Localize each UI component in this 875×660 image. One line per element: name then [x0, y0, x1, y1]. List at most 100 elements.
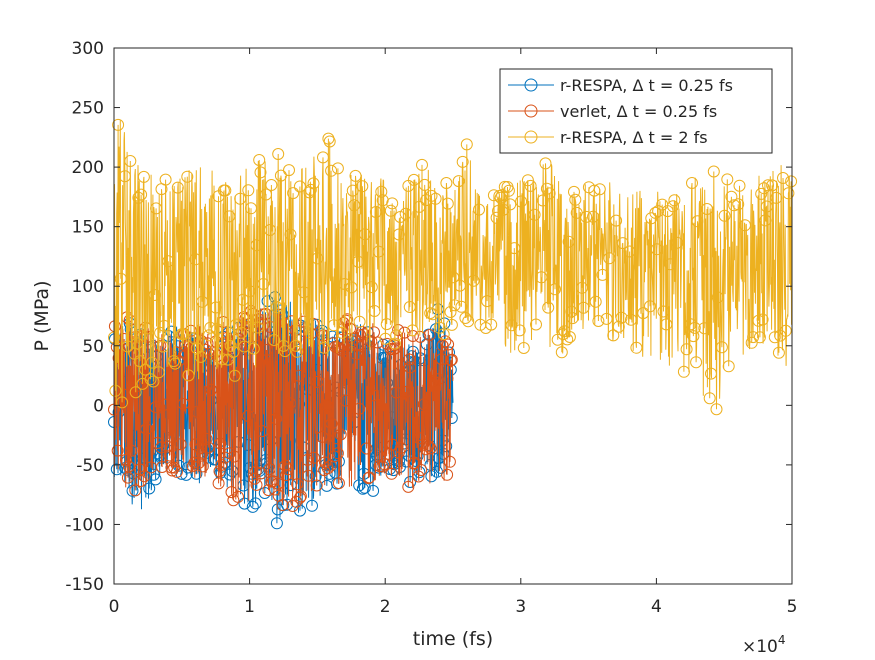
data-point-marker	[180, 468, 193, 481]
data-point-marker	[536, 194, 549, 207]
data-point-marker	[174, 438, 187, 451]
data-point-marker	[196, 460, 209, 473]
data-point-marker	[111, 444, 124, 457]
data-point-marker	[215, 459, 228, 471]
data-point-marker	[376, 460, 389, 473]
data-point-marker	[158, 319, 171, 332]
data-point-marker	[250, 478, 263, 491]
data-point-marker	[657, 305, 670, 318]
data-point-marker	[413, 200, 426, 213]
data-point-marker	[291, 478, 304, 491]
data-point-marker	[390, 329, 403, 342]
data-point-marker	[760, 200, 773, 213]
data-point-marker	[487, 189, 500, 202]
data-point-marker	[170, 465, 183, 478]
data-point-marker	[268, 334, 281, 346]
legend-marker	[524, 104, 538, 118]
data-point-marker	[311, 375, 324, 388]
data-point-marker	[131, 337, 144, 350]
data-point-marker	[138, 470, 151, 483]
data-point-marker	[235, 326, 248, 339]
data-point-marker	[179, 339, 192, 352]
data-point-marker	[133, 355, 146, 368]
data-point-marker	[402, 480, 415, 493]
data-point-marker	[328, 450, 341, 463]
x-tick-label: 5	[787, 597, 798, 617]
data-point-marker	[211, 323, 224, 336]
data-point-marker	[422, 440, 435, 453]
data-point-marker	[294, 491, 306, 504]
legend-item-2: verlet, Δ t = 0.25 fs	[508, 102, 717, 121]
data-point-marker	[279, 345, 291, 358]
data-point-marker	[287, 187, 300, 200]
data-point-marker	[301, 453, 314, 466]
data-point-marker	[392, 228, 405, 241]
data-point-marker	[350, 348, 363, 361]
data-point-marker	[593, 183, 606, 196]
y-tick-label: 300	[72, 39, 104, 59]
data-point-marker	[137, 170, 150, 183]
data-point-marker	[135, 188, 148, 201]
data-point-marker	[117, 388, 130, 401]
data-point-marker	[131, 379, 144, 392]
data-point-marker	[242, 184, 255, 197]
data-point-marker	[325, 417, 338, 430]
data-point-marker	[680, 343, 693, 356]
data-point-marker	[705, 367, 717, 380]
data-point-marker	[379, 332, 392, 345]
data-point-marker	[213, 465, 226, 478]
data-point-marker	[530, 318, 542, 331]
data-point-marker	[149, 473, 162, 486]
data-point-marker	[253, 154, 266, 166]
data-point-marker	[203, 329, 215, 342]
data-point-marker	[569, 193, 582, 206]
legend-label: r-RESPA, Δ t = 2 fs	[560, 128, 708, 147]
data-point-marker	[703, 392, 716, 405]
data-point-marker	[223, 210, 236, 223]
data-point-marker	[378, 458, 391, 471]
data-point-marker	[429, 192, 442, 205]
data-point-marker	[140, 423, 153, 435]
data-point-marker	[415, 464, 428, 476]
data-point-marker	[205, 383, 218, 396]
data-point-marker	[311, 252, 324, 265]
data-point-marker	[668, 194, 681, 207]
data-point-marker	[283, 164, 295, 177]
data-point-marker	[265, 179, 278, 191]
data-point-marker	[399, 207, 412, 220]
data-point-marker	[394, 441, 407, 454]
data-point-marker	[162, 255, 175, 268]
data-point-marker	[732, 198, 745, 211]
data-point-marker	[270, 301, 283, 314]
data-point-marker	[368, 305, 381, 317]
data-point-marker	[121, 340, 134, 353]
data-point-marker	[435, 353, 448, 366]
data-point-marker	[228, 369, 241, 382]
data-point-marker	[114, 272, 127, 285]
data-point-marker	[739, 219, 751, 232]
data-point-marker	[759, 214, 772, 227]
data-point-marker	[234, 192, 247, 205]
data-point-marker	[158, 398, 171, 411]
data-point-marker	[625, 313, 637, 326]
legend-marker	[524, 78, 538, 92]
series-layer	[108, 118, 798, 530]
data-point-marker	[216, 353, 229, 366]
data-point-marker	[260, 344, 273, 356]
data-point-marker	[129, 386, 142, 399]
data-point-marker	[447, 271, 460, 284]
data-point-marker	[441, 197, 454, 210]
data-point-marker	[202, 441, 215, 454]
data-point-marker	[245, 202, 257, 215]
data-point-marker	[561, 333, 574, 346]
data-point-marker	[352, 255, 365, 268]
data-point-marker	[191, 405, 204, 418]
data-point-marker	[589, 295, 602, 308]
data-point-marker	[698, 322, 711, 335]
legend-marker	[524, 130, 538, 144]
data-point-marker	[246, 500, 259, 513]
data-point-marker	[143, 482, 156, 495]
x-axis-exponent: ×104	[742, 633, 786, 656]
data-point-marker	[323, 135, 336, 148]
data-point-marker	[722, 360, 735, 373]
